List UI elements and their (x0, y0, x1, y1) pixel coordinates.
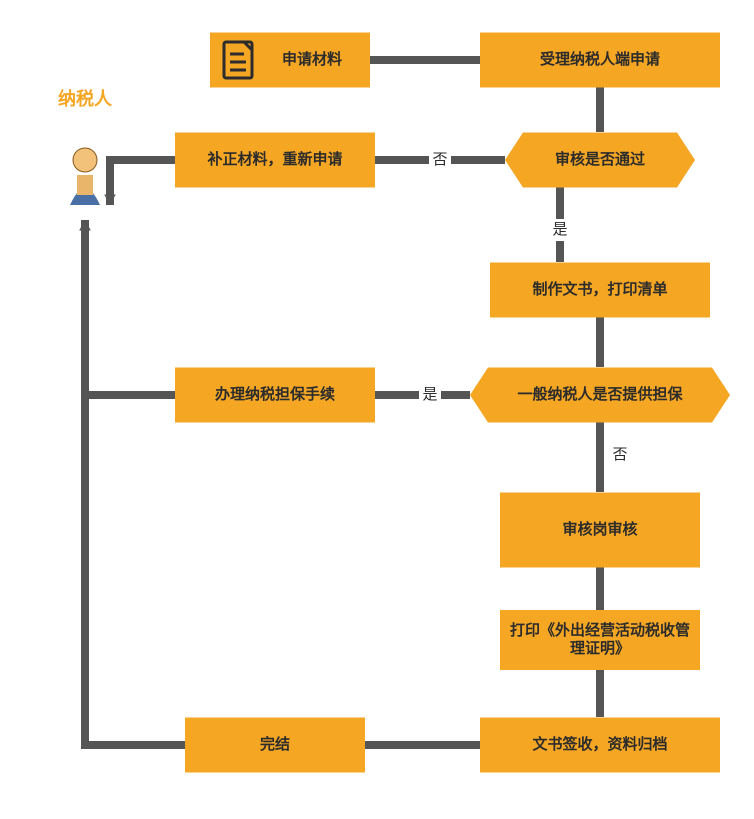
flow-node: 受理纳税人端申请 (480, 33, 720, 88)
edge-label: 是 (422, 386, 437, 403)
actor-label: 纳税人 (58, 88, 113, 109)
flow-node: 审核岗审核 (500, 493, 700, 568)
edge-label: 否 (432, 151, 447, 168)
node-label: 打印《外出经营活动税收管 (510, 621, 690, 639)
node-label: 文书签收，资料归档 (532, 735, 667, 753)
flow-node: 审核是否通过 (505, 133, 695, 188)
node-label: 理证明》 (570, 639, 630, 657)
flowchart-canvas: 否是是否申请材料受理纳税人端申请审核是否通过补正材料，重新申请制作文书，打印清单… (0, 0, 754, 819)
flow-node: 一般纳税人是否提供担保 (470, 368, 730, 423)
flow-node: 打印《外出经营活动税收管理证明》 (500, 610, 700, 670)
edge-label: 是 (552, 221, 567, 238)
flow-node: 申请材料 (210, 33, 370, 88)
edge-label: 否 (612, 446, 627, 463)
node-label: 一般纳税人是否提供担保 (517, 385, 683, 403)
node-label: 审核岗审核 (562, 520, 637, 538)
flow-node: 制作文书，打印清单 (490, 263, 710, 318)
flow-node: 补正材料，重新申请 (175, 133, 375, 188)
node-label: 办理纳税担保手续 (215, 385, 335, 403)
node-label: 申请材料 (282, 50, 342, 68)
flow-node: 文书签收，资料归档 (480, 718, 720, 773)
node-label: 审核是否通过 (555, 150, 645, 168)
node-label: 受理纳税人端申请 (540, 50, 660, 68)
flow-node: 完结 (185, 718, 365, 773)
node-label: 制作文书，打印清单 (532, 280, 667, 298)
node-label: 补正材料，重新申请 (206, 150, 342, 168)
node-label: 完结 (260, 735, 290, 753)
flow-node: 办理纳税担保手续 (175, 368, 375, 423)
